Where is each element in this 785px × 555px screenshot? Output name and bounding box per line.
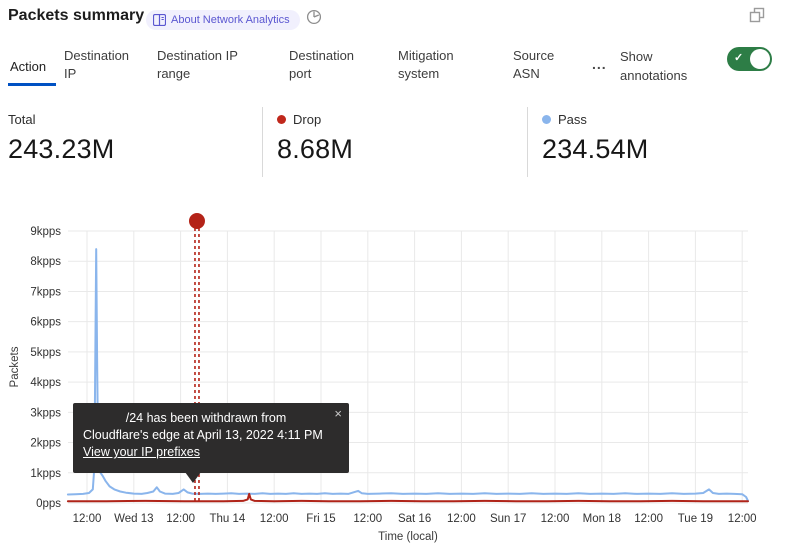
series-drop-line: [66, 492, 749, 503]
page-title: Packets summary: [8, 7, 145, 24]
toggle-knob: [750, 49, 770, 69]
stat-value: 234.54M: [542, 134, 649, 164]
pass-legend-dot: [542, 115, 551, 124]
tooltip-line1: /24 has been withdrawn from: [125, 411, 287, 425]
tooltip-close-icon[interactable]: ×: [334, 406, 342, 421]
x-tick-label: Mon 18: [583, 513, 621, 525]
drop-legend-dot: [277, 115, 286, 124]
x-tick-label: 12:00: [73, 513, 102, 525]
x-tick-label: Sun 17: [490, 513, 526, 525]
x-tick-label: Tue 19: [678, 513, 713, 525]
y-tick-label: 1kpps: [30, 468, 61, 480]
x-tick-label: 12:00: [166, 513, 195, 525]
x-tick-label: 12:00: [541, 513, 570, 525]
stat-drop: Drop 8.68M: [277, 112, 353, 165]
stat-label: Total: [8, 112, 36, 127]
x-tick-label: 12:00: [728, 513, 757, 525]
stat-value: 8.68M: [277, 134, 354, 164]
y-tick-label: 7kpps: [30, 286, 61, 298]
annotation-tooltip: × /24 has been withdrawn from Cloudflare…: [73, 403, 349, 473]
about-badge-label: About Network Analytics: [171, 14, 290, 26]
stat-divider: [527, 107, 528, 177]
x-tick-label: 12:00: [260, 513, 289, 525]
y-tick-label: 9kpps: [30, 226, 61, 238]
active-tab-underline: [8, 83, 56, 86]
y-tick-label: 5kpps: [30, 347, 61, 359]
x-tick-label: 12:00: [447, 513, 476, 525]
show-annotations-toggle[interactable]: ✓: [727, 47, 772, 71]
y-axis-title: Packets: [9, 346, 21, 387]
stat-value: 243.23M: [8, 134, 115, 164]
tooltip-line2: Cloudflare's edge at April 13, 2022 4:11…: [83, 428, 323, 442]
tooltip-caret: [185, 472, 201, 483]
x-tick-label: Wed 13: [114, 513, 153, 525]
annotation-dot: [188, 213, 205, 229]
tab-mitigation-system[interactable]: Mitigation system: [398, 48, 454, 81]
x-axis-title: Time (local): [378, 531, 438, 543]
more-tabs-button[interactable]: ...: [592, 56, 607, 72]
tab-destination-ip-range[interactable]: Destination IP range: [157, 48, 238, 81]
popout-icon[interactable]: [749, 7, 766, 24]
x-tick-label: Fri 15: [306, 513, 335, 525]
series-pass-line: [66, 248, 749, 502]
stat-total: Total 243.23M: [8, 112, 114, 165]
tab-action[interactable]: Action: [10, 59, 47, 74]
about-network-analytics-badge[interactable]: About Network Analytics: [146, 10, 300, 30]
y-tick-label: 0pps: [36, 498, 61, 510]
x-tick-label: Thu 14: [209, 513, 245, 525]
toggle-check-icon: ✓: [734, 52, 744, 64]
tooltip-ip-prefixes-link[interactable]: View your IP prefixes: [83, 445, 200, 459]
tab-destination-port[interactable]: Destination port: [289, 48, 355, 81]
y-tick-label: 4kpps: [30, 377, 61, 389]
stat-label: Pass: [558, 112, 587, 127]
stat-divider: [262, 107, 263, 177]
stat-pass: Pass 234.54M: [542, 112, 648, 165]
tab-source-asn[interactable]: Source ASN: [513, 48, 555, 81]
y-tick-label: 2kpps: [30, 438, 61, 450]
x-tick-label: Sat 16: [398, 513, 431, 525]
book-icon: [153, 14, 166, 26]
x-tick-label: 12:00: [353, 513, 382, 525]
clock-icon[interactable]: [306, 9, 322, 25]
show-annotations-label: Show annotations: [620, 49, 688, 83]
y-tick-label: 6kpps: [30, 317, 61, 329]
y-tick-label: 8kpps: [30, 256, 61, 268]
x-tick-label: 12:00: [634, 513, 663, 525]
y-tick-label: 3kpps: [30, 407, 61, 419]
tab-destination-ip[interactable]: Destination IP: [64, 48, 130, 81]
stat-label: Drop: [293, 112, 322, 127]
